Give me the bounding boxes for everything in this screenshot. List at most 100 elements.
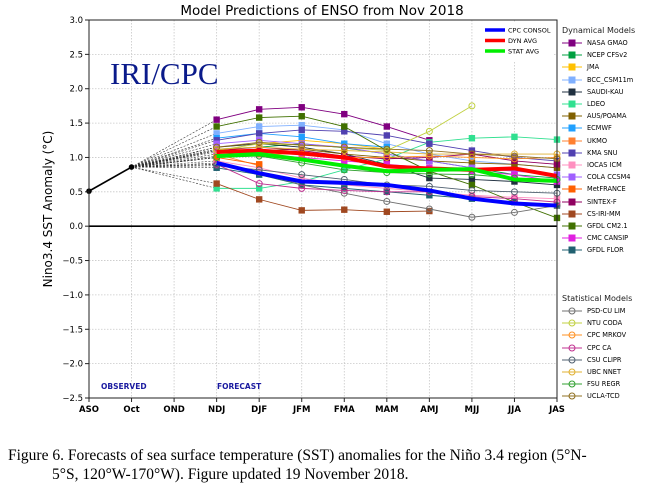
series-line — [216, 141, 558, 160]
data-point — [383, 197, 391, 205]
x-tick-label: AMJ — [420, 405, 438, 415]
data-point — [510, 150, 518, 158]
legend-item-ubc-nnet: UBC NNET — [562, 366, 632, 378]
data-point — [510, 188, 518, 196]
legend-label: JMA — [587, 63, 600, 72]
chart-title: Model Predictions of ENSO from Nov 2018 — [180, 3, 463, 19]
y-tick-label: −0.5 — [62, 257, 83, 267]
legend-marker — [562, 112, 582, 120]
legend-item-kma-snu: KMA SNU — [562, 147, 635, 159]
x-tick-label: Oct — [123, 405, 139, 415]
data-point — [383, 155, 391, 163]
data-point — [468, 102, 476, 110]
annotation-forecast: FORECAST — [217, 382, 262, 391]
series-line — [216, 157, 260, 165]
legend-marker — [562, 39, 582, 47]
data-point — [510, 152, 518, 160]
legend-marker — [562, 161, 582, 169]
x-tick-label: JJA — [507, 405, 521, 415]
data-point — [255, 123, 263, 130]
data-point — [468, 176, 476, 183]
data-point — [511, 168, 518, 175]
legend-marker — [562, 100, 582, 108]
legend-marker — [562, 222, 582, 230]
legend-marker — [562, 319, 582, 327]
data-point — [298, 141, 306, 149]
data-point — [383, 145, 391, 153]
data-point — [255, 138, 263, 146]
data-point — [298, 184, 306, 192]
connector-line — [131, 133, 217, 168]
legend-marker — [562, 368, 582, 376]
summary-series — [216, 148, 558, 208]
legend-marker — [562, 198, 582, 206]
legend-item-gfdl-flor: GFDL FLOR — [562, 244, 635, 256]
legend-marker — [562, 210, 582, 218]
data-point — [213, 180, 220, 187]
data-point — [298, 104, 305, 111]
y-tick-label: −1.0 — [62, 291, 83, 301]
series-line — [216, 163, 558, 203]
legend-item-saudi-kau: SAUDI-KAU — [562, 86, 635, 98]
legend-marker — [562, 392, 582, 400]
x-tick-label: ASO — [79, 405, 99, 415]
legend-marker — [562, 149, 582, 157]
observed-point — [128, 164, 135, 170]
data-point — [213, 123, 220, 130]
legend-label-cpc-consol: CPC CONSOL — [508, 27, 551, 35]
data-point — [255, 164, 263, 171]
legend-label: SAUDI-KAU — [587, 87, 624, 96]
connector-line — [131, 153, 217, 168]
data-point — [383, 123, 391, 130]
caption-line-1: Figure 6. Forecasts of sea surface tempe… — [8, 447, 587, 464]
y-axis-label: Nino3.4 SST Anomaly (°C) — [41, 131, 55, 288]
data-point — [426, 157, 433, 165]
data-point — [298, 113, 305, 120]
legend-item-csu-clipr: CSU CLIPR — [562, 354, 632, 366]
data-point — [425, 127, 433, 135]
watermark: IRI/CPC — [110, 56, 219, 91]
connector-line — [131, 148, 217, 168]
data-point — [340, 186, 348, 194]
data-point — [511, 194, 518, 201]
connector-line — [131, 166, 217, 184]
dynamical-models-legend: Dynamical Models NASA GMAO NCEP CFSv2 JMA B… — [562, 26, 635, 256]
data-point — [425, 152, 433, 160]
x-tick-label: MJJ — [465, 405, 480, 415]
data-point — [383, 208, 391, 215]
caption-line-2: 5°S, 120°W-170°W). Figure updated 19 Nov… — [52, 466, 409, 483]
data-point — [298, 207, 305, 214]
data-point — [383, 161, 391, 168]
legend-marker — [562, 380, 582, 388]
data-point — [213, 185, 220, 192]
data-point — [468, 213, 476, 221]
data-point — [340, 143, 348, 151]
legend-item-gfdl-cm2-1: GFDL CM2.1 — [562, 220, 635, 232]
plot-frame — [88, 19, 558, 399]
data-point — [298, 121, 305, 129]
data-point — [213, 145, 221, 153]
data-point — [341, 181, 348, 189]
summary-line-dyn-avg — [216, 148, 558, 178]
y-tick-label: 3.0 — [69, 16, 83, 26]
data-point — [298, 140, 305, 147]
data-point — [341, 185, 348, 192]
series-line — [216, 106, 430, 141]
legend-marker — [562, 234, 582, 242]
legend-marker — [562, 246, 582, 254]
axes — [88, 19, 558, 399]
connector-line — [131, 155, 217, 168]
data-point — [255, 114, 263, 121]
legend-marker — [562, 173, 582, 181]
legend-label: NASA GMAO — [587, 39, 628, 48]
data-point — [213, 116, 220, 123]
data-point — [511, 133, 518, 141]
x-tick-label: DJF — [251, 405, 267, 415]
connector-line — [131, 160, 217, 168]
legend-item-bcc-csm11m: BCC_CSM11m — [562, 74, 635, 86]
y-tick-label: −2.0 — [62, 360, 83, 370]
y-tick-label: −2.5 — [62, 394, 83, 404]
y-tick-label: 0.5 — [69, 188, 83, 198]
legend-marker — [562, 124, 582, 132]
legend-label: FSU REGR — [587, 380, 621, 389]
